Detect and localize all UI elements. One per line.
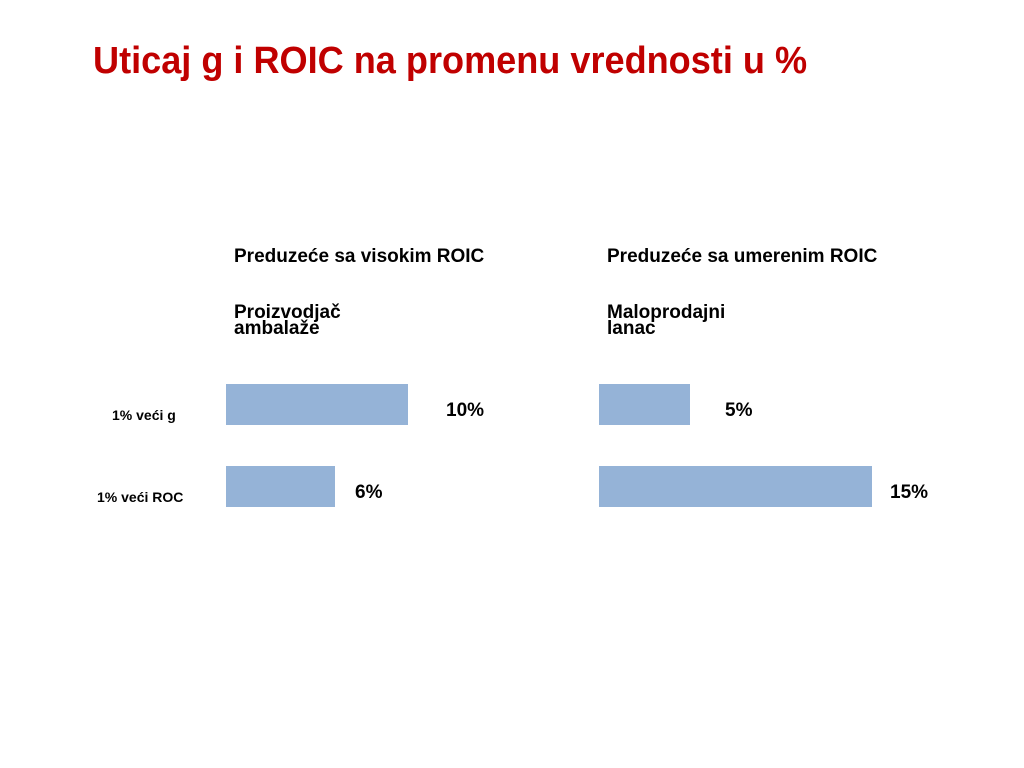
slide-title: Uticaj g i ROIC na promenu vrednosti u % — [93, 40, 808, 82]
panel-1-title: Preduzeće sa visokim ROIC — [234, 246, 485, 267]
row-label-roc: 1% veći ROC — [97, 489, 184, 505]
bar-panel-1-growth — [226, 384, 408, 425]
value-label-panel-2-roc: 15% — [890, 482, 929, 503]
bar-panel-2-growth — [599, 384, 690, 425]
bar-panel-1-roc — [226, 466, 335, 507]
value-label-panel-2-growth: 5% — [725, 400, 753, 421]
panel-2-title: Preduzeće sa umerenim ROIC — [607, 246, 878, 267]
panel-1-subtitle: Proizvodjač ambalaže — [234, 302, 341, 339]
panel-2-subtitle: Maloprodajni lanac — [607, 302, 726, 339]
value-label-panel-1-roc: 6% — [355, 482, 383, 503]
value-label-panel-1-growth: 10% — [446, 400, 485, 421]
row-label-growth: 1% veći g — [112, 407, 176, 423]
bar-panel-2-roc — [599, 466, 872, 507]
